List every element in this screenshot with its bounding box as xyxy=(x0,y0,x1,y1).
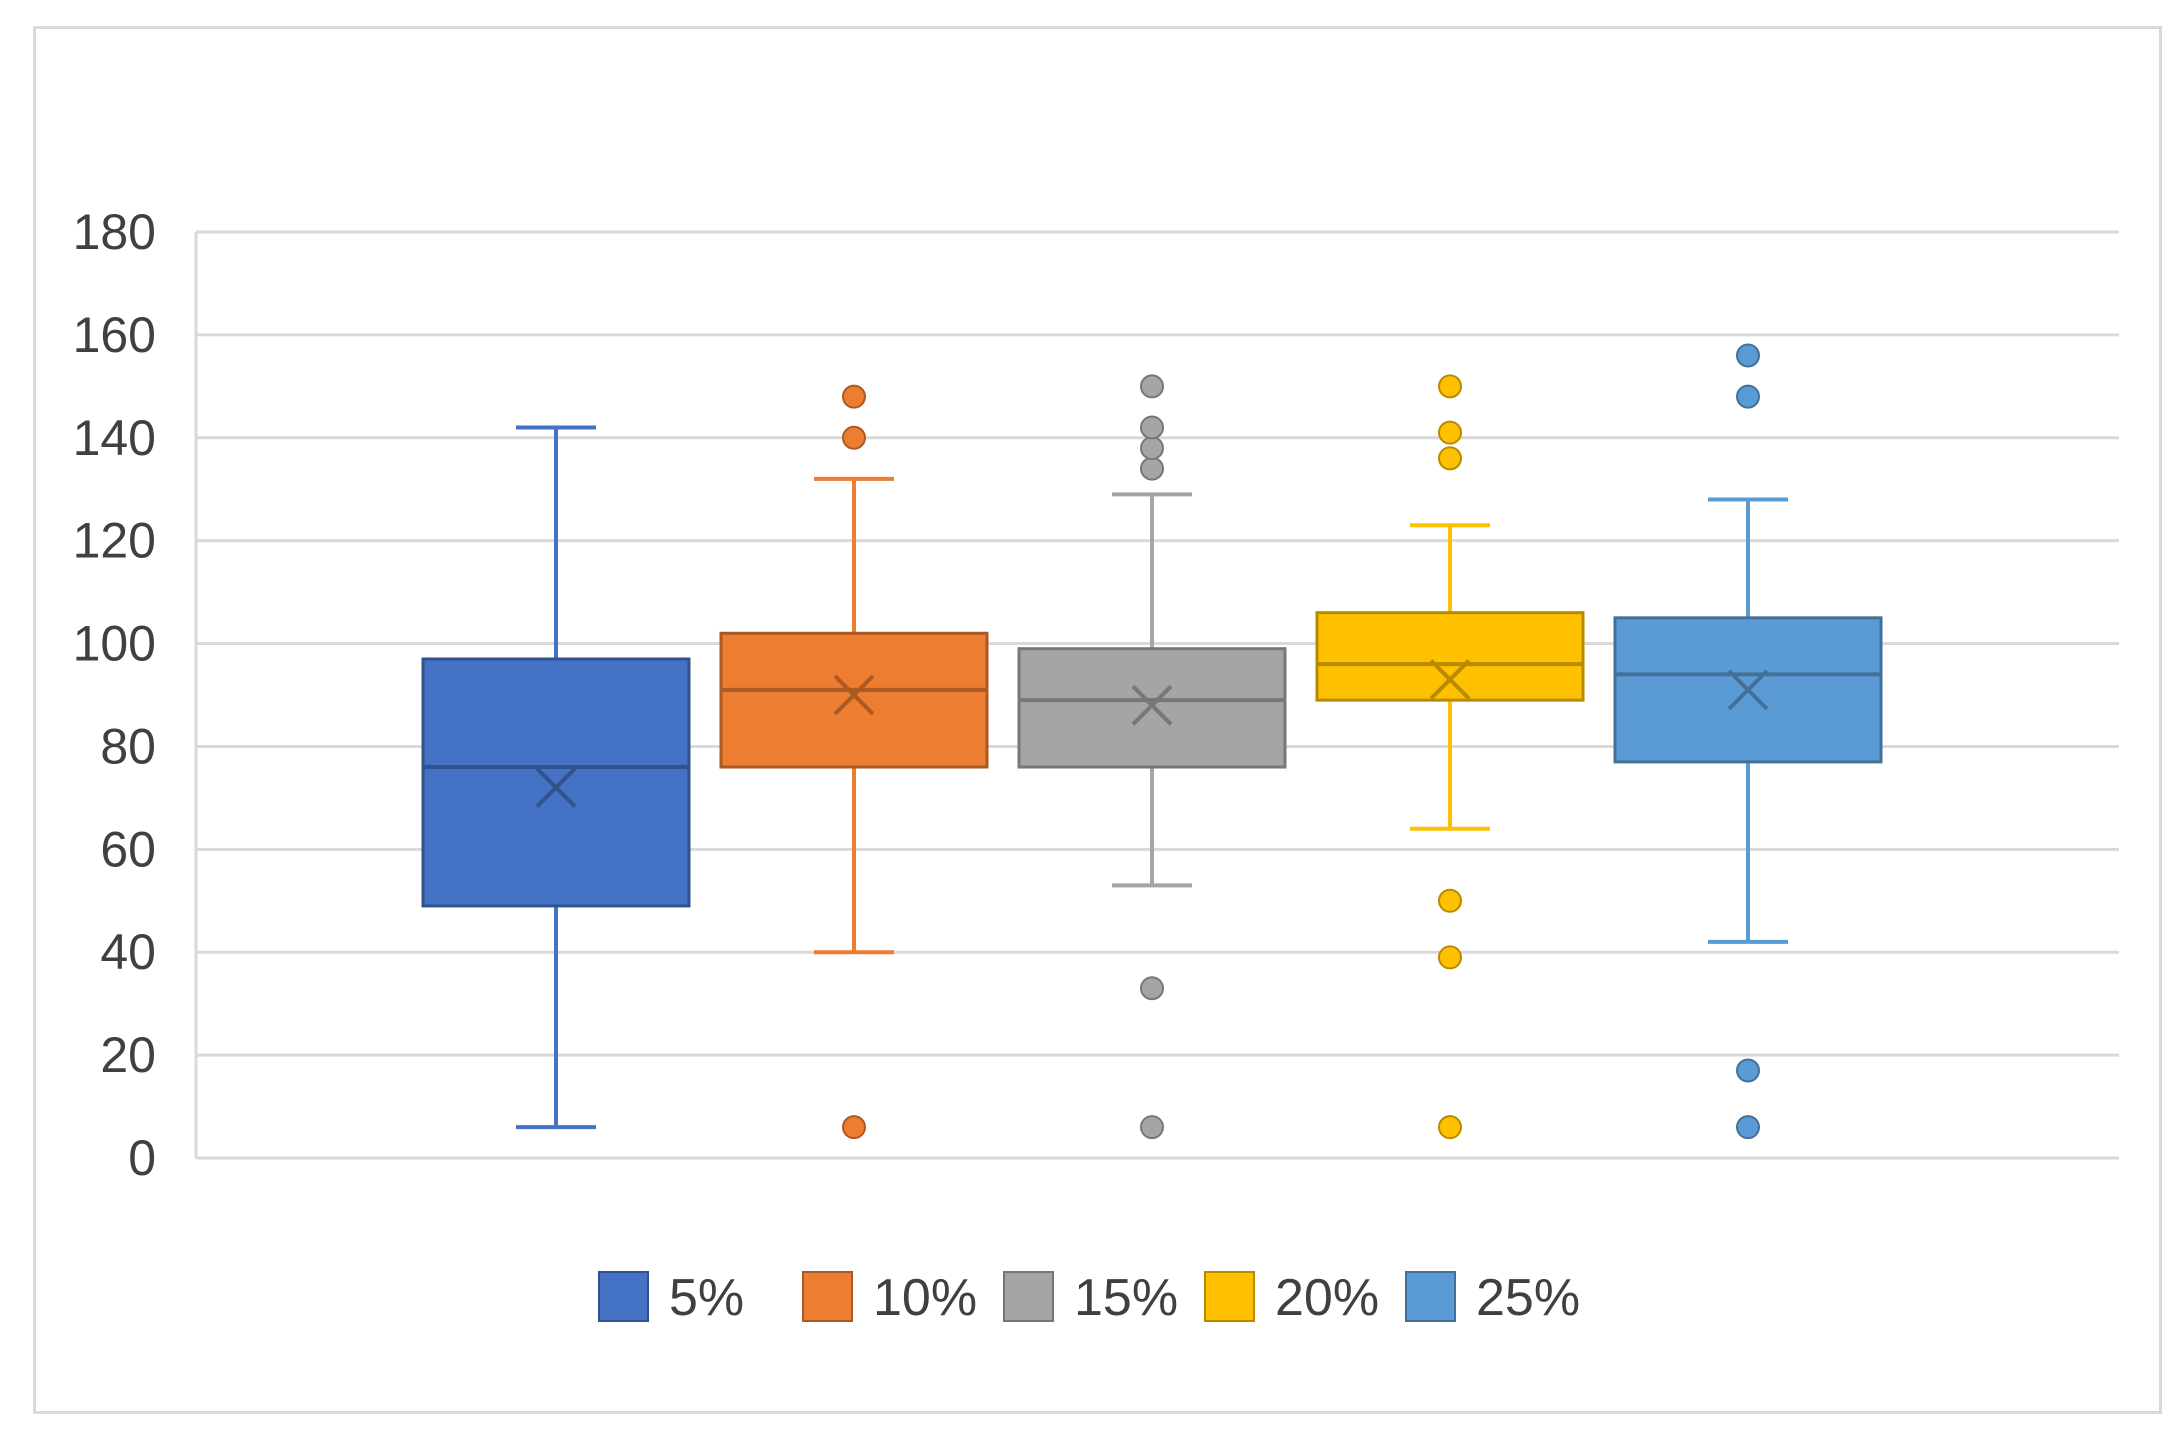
box-iqr xyxy=(421,657,691,908)
y-tick-label: 160 xyxy=(73,307,156,363)
outlier-point xyxy=(1438,420,1462,445)
outlier-point xyxy=(1438,888,1462,913)
mean-marker xyxy=(1429,659,1471,700)
legend-label: 15% xyxy=(1074,1269,1178,1327)
legend-swatch xyxy=(802,1271,853,1322)
box-iqr xyxy=(1613,616,1883,764)
outlier-point xyxy=(842,1115,866,1140)
outlier-point xyxy=(1140,976,1164,1001)
y-tick-label: 80 xyxy=(100,718,156,774)
box-series xyxy=(719,384,989,1140)
outlier-point xyxy=(1140,1115,1164,1140)
outlier-point xyxy=(1140,374,1164,399)
box-plot-chart: 0 20 40 60 80 100 120 140 160 180 5% 10% 15% 20% 25% xyxy=(73,204,2119,1327)
outlier-point xyxy=(1736,343,1760,368)
legend-item: 15% xyxy=(1003,1269,1178,1327)
legend-label: 20% xyxy=(1275,1269,1379,1327)
outlier-point xyxy=(1438,374,1462,399)
y-tick-label: 60 xyxy=(100,821,156,877)
outlier-point xyxy=(1438,1115,1462,1140)
legend-label: 5% xyxy=(669,1269,744,1327)
outlier-point xyxy=(1140,456,1164,481)
y-tick-label: 120 xyxy=(73,513,156,569)
outlier-point xyxy=(842,384,866,409)
legend-item: 5% xyxy=(598,1269,744,1327)
y-axis: 0 20 40 60 80 100 120 140 160 180 xyxy=(73,204,198,1186)
legend-label: 10% xyxy=(873,1269,977,1327)
legend-swatch xyxy=(1204,1271,1255,1322)
y-tick-label: 20 xyxy=(100,1027,156,1083)
outlier-point xyxy=(842,425,866,450)
legend-item: 20% xyxy=(1204,1269,1379,1327)
box-iqr xyxy=(1315,611,1585,702)
legend-swatch xyxy=(1405,1271,1456,1322)
mean-marker xyxy=(1727,669,1769,711)
legend-swatch xyxy=(598,1271,649,1322)
legend-swatch xyxy=(1003,1271,1054,1322)
mean-marker xyxy=(833,674,875,716)
legend-label: 25% xyxy=(1476,1269,1580,1327)
outlier-point xyxy=(1736,1058,1760,1083)
y-tick-label: 0 xyxy=(128,1130,156,1186)
box-series xyxy=(421,425,691,1130)
mean-marker xyxy=(535,767,577,809)
plot-area xyxy=(421,343,1883,1140)
chart-frame: 0 20 40 60 80 100 120 140 160 180 5% 10% 15% 20% 25% xyxy=(33,26,2162,1414)
outlier-point xyxy=(1736,1115,1760,1140)
outlier-point xyxy=(1736,384,1760,409)
legend-item: 10% xyxy=(802,1269,977,1327)
box-series xyxy=(1613,343,1883,1140)
y-tick-label: 40 xyxy=(100,924,156,980)
y-tick-label: 180 xyxy=(73,204,156,260)
outlier-point xyxy=(1438,945,1462,970)
outlier-point xyxy=(1140,415,1164,440)
box-series xyxy=(1315,374,1585,1140)
y-tick-label: 140 xyxy=(73,410,156,466)
legend: 5% 10% 15% 20% 25% xyxy=(598,1269,1580,1327)
box-iqr xyxy=(719,631,989,769)
outlier-point xyxy=(1140,436,1164,461)
box-series xyxy=(1017,374,1287,1140)
y-tick-label: 100 xyxy=(73,616,156,672)
legend-item: 25% xyxy=(1405,1269,1580,1327)
mean-marker xyxy=(1131,684,1173,726)
outlier-point xyxy=(1438,446,1462,471)
